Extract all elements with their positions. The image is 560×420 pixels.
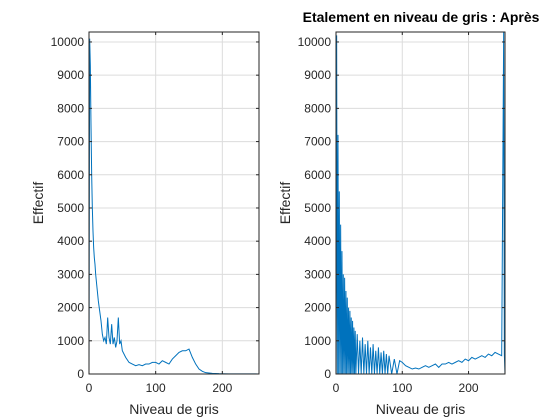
chart1-x-tick-label: 100 bbox=[146, 381, 166, 395]
chart1-series-line bbox=[88, 38, 260, 375]
chart2-y-tick-label: 7000 bbox=[304, 135, 331, 149]
chart2-y-tick-label: 0 bbox=[324, 367, 331, 381]
chart1-y-tick-label: 2000 bbox=[57, 301, 84, 315]
chart1-x-tick-label: 200 bbox=[212, 381, 232, 395]
chart1-axes-box bbox=[88, 31, 260, 375]
chart1-y-tick-label: 4000 bbox=[57, 234, 84, 248]
chart1-y-tick-label: 10000 bbox=[51, 35, 85, 49]
chart1-y-tick-label: 9000 bbox=[57, 68, 84, 82]
chart2-y-axis-label: Effectif bbox=[277, 182, 293, 225]
chart1-y-tick-label: 8000 bbox=[57, 101, 84, 115]
chart1-y-tick-label: 7000 bbox=[57, 135, 84, 149]
chart2-x-tick-label: 0 bbox=[333, 381, 340, 395]
chart2-y-tick-label: 6000 bbox=[304, 168, 331, 182]
chart2-axes-box bbox=[335, 31, 506, 375]
chart2-x-axis-label: Niveau de gris bbox=[376, 401, 466, 417]
chart1-x-axis-label: Niveau de gris bbox=[129, 401, 219, 417]
chart2-x-tick-label: 200 bbox=[459, 381, 479, 395]
chart2-y-tick-label: 9000 bbox=[304, 68, 331, 82]
chart2-y-tick-label: 10000 bbox=[298, 35, 332, 49]
chart2-y-tick-label: 8000 bbox=[304, 101, 331, 115]
chart1-y-axis-label: Effectif bbox=[30, 182, 46, 225]
chart1-y-tick-label: 0 bbox=[77, 367, 84, 381]
chart1-y-tick-label: 3000 bbox=[57, 267, 84, 281]
chart2-y-tick-label: 5000 bbox=[304, 201, 331, 215]
chart1-y-tick-label: 5000 bbox=[57, 201, 84, 215]
chart2-y-tick-label: 2000 bbox=[304, 301, 331, 315]
chart2-series-line bbox=[335, 31, 506, 375]
chart1-y-tick-label: 6000 bbox=[57, 168, 84, 182]
chart2-title: Etalement en niveau de gris : Après bbox=[303, 9, 540, 25]
chart1-y-tick-label: 1000 bbox=[57, 334, 84, 348]
chart2-y-tick-label: 4000 bbox=[304, 234, 331, 248]
chart2-x-tick-label: 100 bbox=[392, 381, 412, 395]
chart2-y-tick-label: 3000 bbox=[304, 267, 331, 281]
histogram-after-panel: 0 100 200010002000300040005000600070008000… bbox=[277, 9, 540, 417]
chart2-y-tick-label: 1000 bbox=[304, 334, 331, 348]
histogram-before-panel: 0 100 200010002000300040005000600070008000… bbox=[30, 31, 260, 417]
chart1-x-tick-label: 0 bbox=[86, 381, 93, 395]
